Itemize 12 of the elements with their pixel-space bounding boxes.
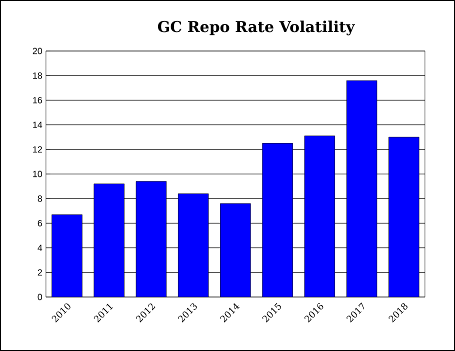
y-tick-label: 20	[32, 48, 42, 54]
y-tick-label: 6	[38, 220, 42, 226]
y-tick-label: 0	[38, 294, 42, 300]
y-tick-label: 16	[33, 97, 42, 104]
y-tick-label: 12	[33, 146, 42, 153]
y-tick-label: 10	[33, 170, 42, 178]
chart-title: GC Repo Rate Volatility	[158, 20, 355, 36]
y-tick-label: 14	[33, 122, 42, 128]
y-tick-label: 2	[38, 269, 42, 276]
y-tick-label: 18	[33, 72, 42, 79]
y-tick-label: 4	[38, 244, 42, 251]
y-tick-label: 8	[38, 195, 42, 202]
